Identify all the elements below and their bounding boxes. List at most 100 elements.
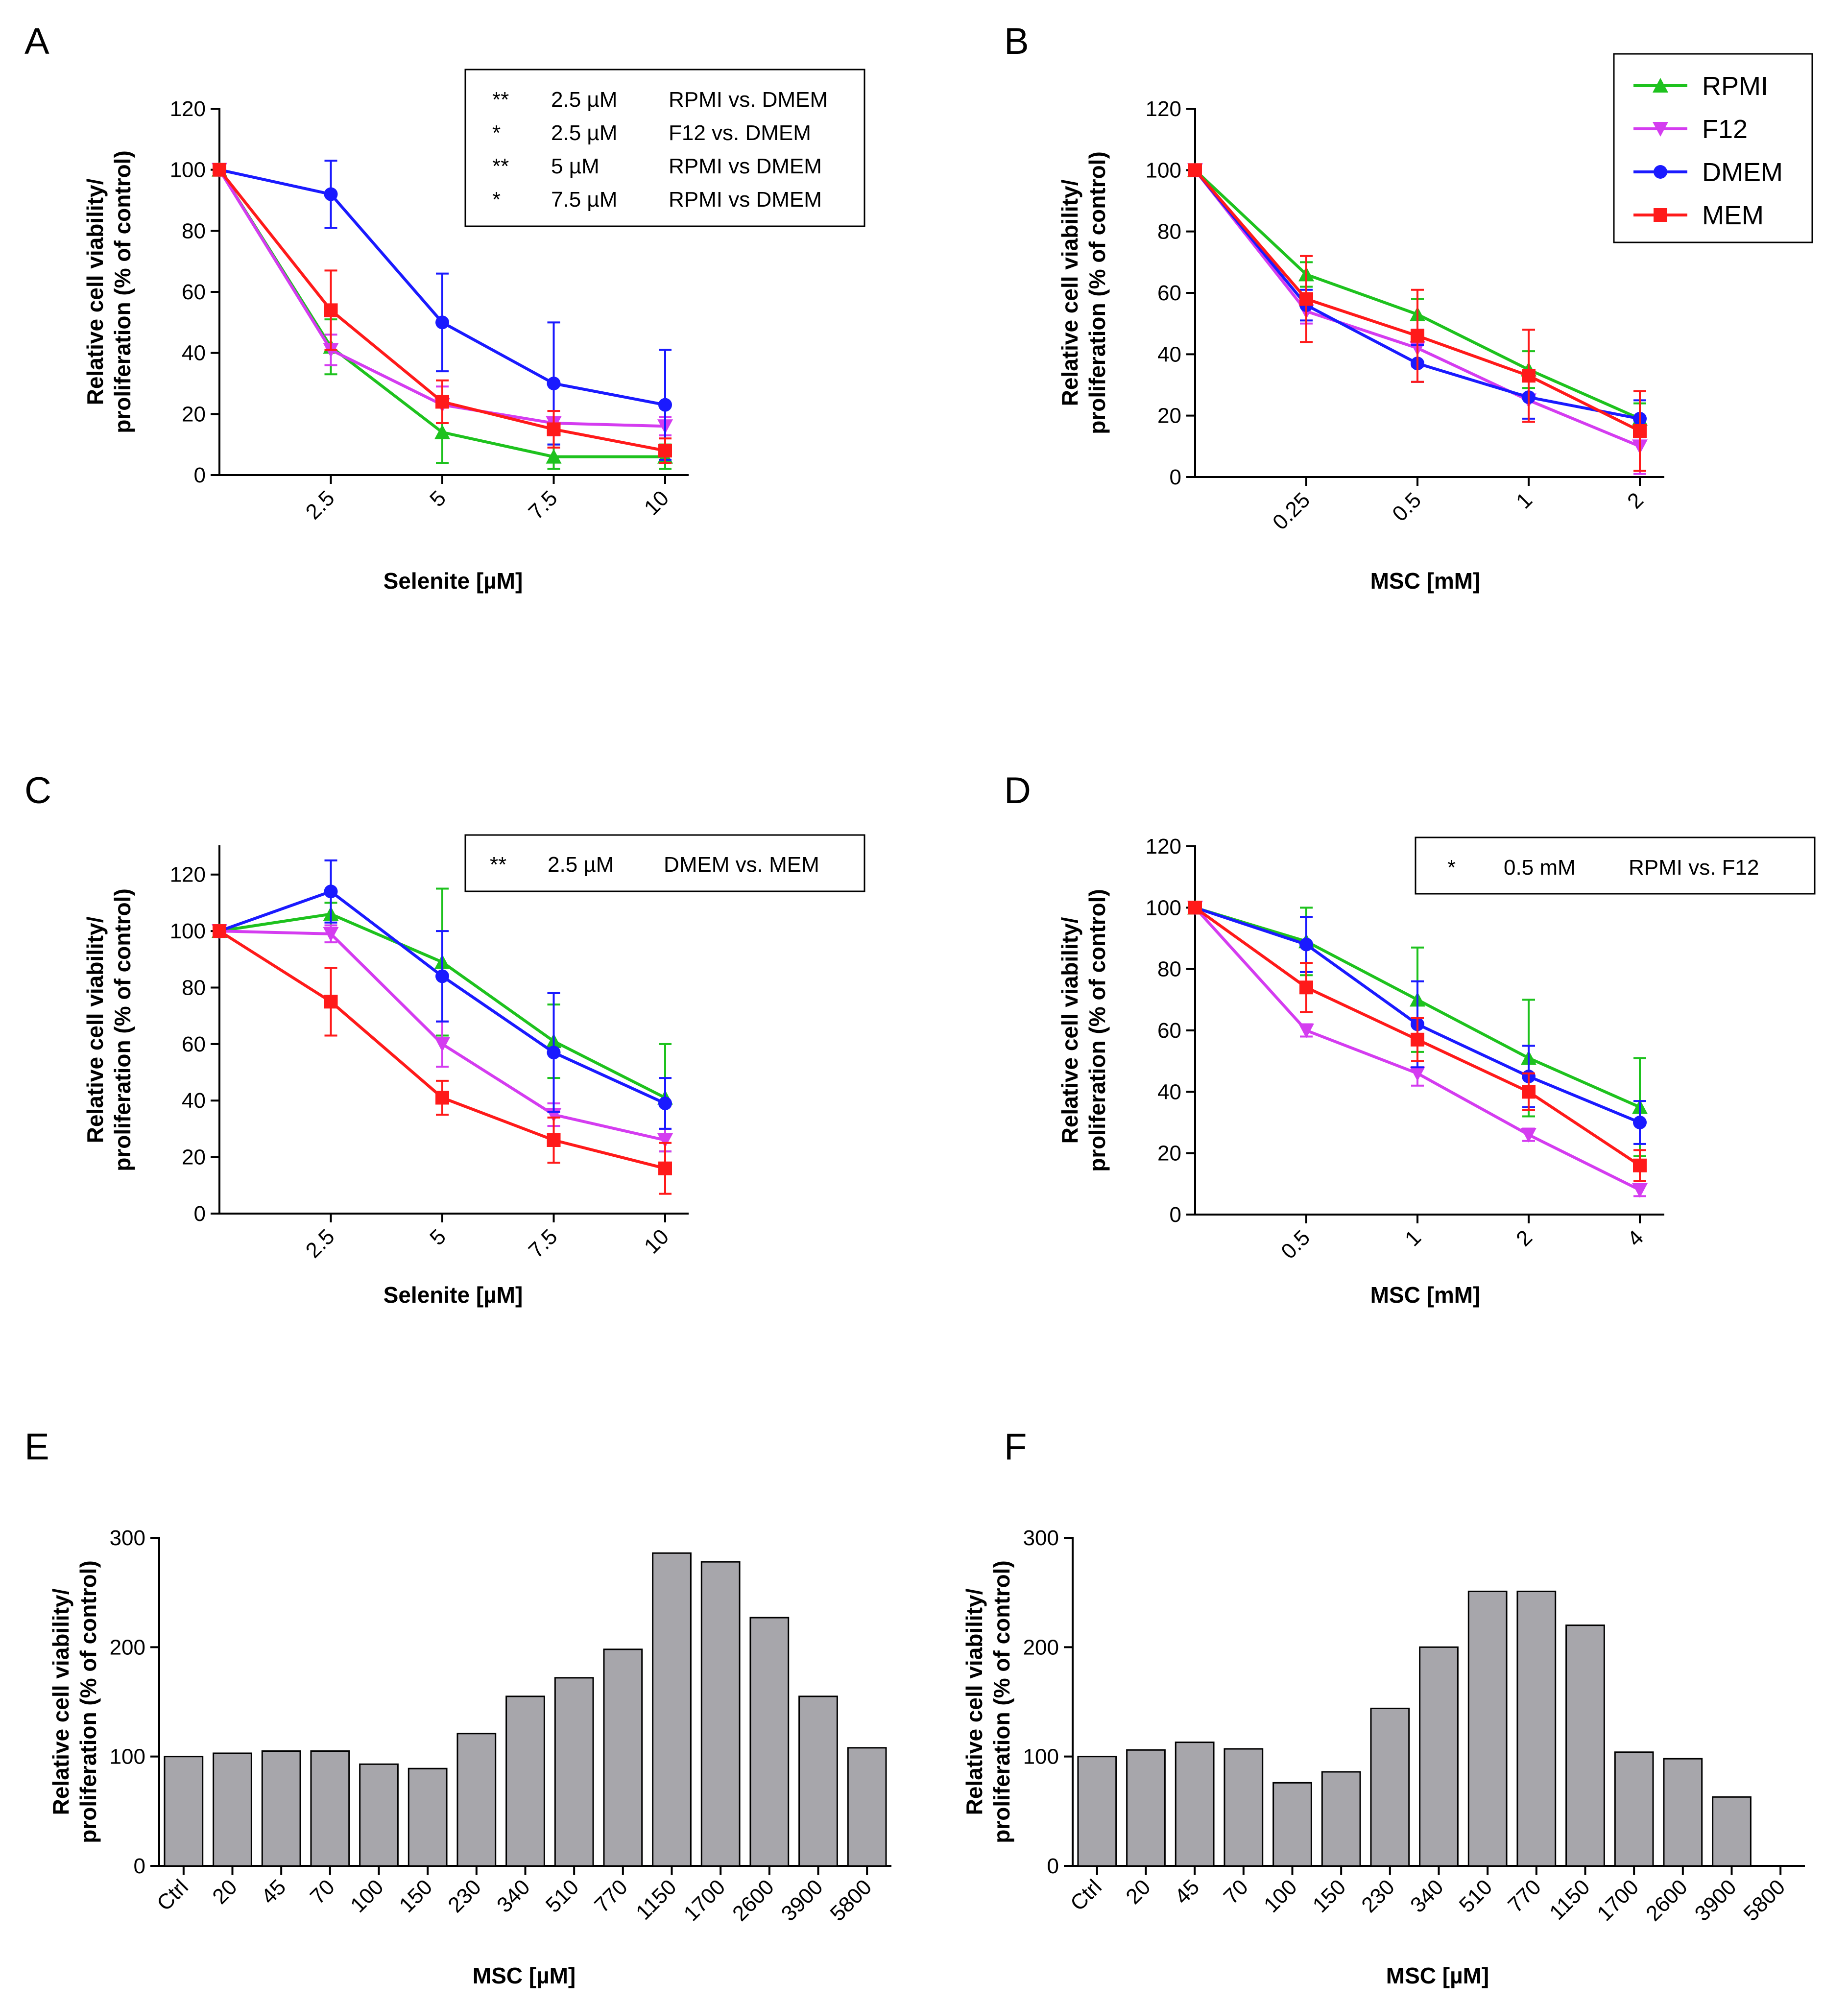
- bar: [261, 1750, 301, 1867]
- y-tick-label: 60: [1157, 1019, 1181, 1043]
- stat-a-4-sig: *: [492, 188, 501, 212]
- x-tick-label: 1: [1400, 1225, 1426, 1251]
- bar: [652, 1552, 692, 1867]
- x-tick-label: 0.5: [1276, 1225, 1315, 1264]
- stat-d-1-comp: RPMI vs. F12: [1629, 856, 1759, 880]
- data-point-mem: [1411, 329, 1424, 343]
- data-point-dmem: [1633, 1116, 1647, 1129]
- x-tick-label: 20: [208, 1875, 241, 1909]
- data-point-dmem: [1299, 937, 1313, 952]
- stat-a-4-comp: RPMI vs DMEM: [669, 188, 822, 212]
- bar: [1467, 1590, 1508, 1867]
- bar: [749, 1617, 790, 1867]
- y-axis-label-line1: Relative cell viability/: [1057, 179, 1082, 406]
- stat-c-1-sig: **: [490, 853, 506, 877]
- series-dmem: [213, 859, 672, 1130]
- stat-a-2-comp: F12 vs. DMEM: [669, 121, 811, 145]
- y-axis-label-line1: Relative cell viability/: [961, 1588, 987, 1815]
- x-tick-label: 0.5: [1388, 488, 1426, 526]
- legend-label: F12: [1702, 115, 1748, 144]
- y-tick-label: 20: [1157, 404, 1181, 428]
- legend-label: DMEM: [1702, 158, 1783, 187]
- x-tick-label: 150: [395, 1875, 437, 1917]
- bar: [1224, 1748, 1264, 1867]
- x-tick-label: 2: [1512, 1225, 1537, 1251]
- data-point-f12: [657, 1133, 673, 1148]
- data-point-mem: [324, 303, 338, 317]
- data-point-f12: [1410, 1066, 1425, 1081]
- x-tick-label: 45: [257, 1875, 290, 1909]
- y-tick-label: 0: [134, 1854, 145, 1878]
- stat-d-1-sig: *: [1447, 856, 1456, 880]
- bar: [1272, 1782, 1312, 1867]
- y-axis-label-line2: proliferation (% of control): [1084, 151, 1110, 434]
- data-point-dmem: [324, 884, 338, 899]
- x-tick-label: 2: [1623, 488, 1648, 513]
- bar: [1126, 1749, 1166, 1867]
- data-point-mem: [547, 1133, 561, 1147]
- data-point-f12: [434, 1037, 450, 1052]
- data-point-mem: [1299, 292, 1313, 306]
- data-point-dmem: [435, 315, 449, 330]
- data-point-mem: [1188, 163, 1202, 177]
- bar: [456, 1733, 497, 1867]
- stat-a-1-conc: 2.5 µM: [551, 88, 617, 112]
- stat-a-3-conc: 5 µM: [551, 154, 600, 178]
- y-axis-label-line2: proliferation (% of control): [75, 1560, 101, 1843]
- line-chart-a: 0 20 40 60 80 100 120 Relative cell viability/p…: [82, 97, 689, 594]
- x-tick-label: 1700: [679, 1875, 730, 1926]
- bar: [700, 1561, 741, 1867]
- data-point-mem: [1522, 1085, 1536, 1099]
- data-point-dmem: [658, 1097, 672, 1110]
- data-point-mem: [324, 995, 338, 1009]
- x-tick-label: 0.25: [1268, 488, 1315, 534]
- panel-letter-a: A: [24, 21, 49, 62]
- data-point-f12: [1521, 1128, 1536, 1143]
- data-point-rpmi: [546, 449, 562, 464]
- panel-letter-d: D: [1004, 770, 1031, 812]
- stat-a-2-conc: 2.5 µM: [551, 121, 617, 145]
- y-tick-label: 20: [182, 402, 206, 426]
- bar: [1370, 1707, 1410, 1867]
- y-tick-label: 60: [182, 1032, 206, 1056]
- bar: [603, 1648, 643, 1867]
- y-tick-label: 120: [1146, 97, 1181, 121]
- y-tick-label: 0: [194, 1202, 206, 1226]
- x-tick-label: 230: [443, 1875, 486, 1917]
- x-tick-label: 100: [346, 1875, 388, 1917]
- data-point-rpmi: [434, 424, 450, 439]
- y-tick-label: 20: [1157, 1142, 1181, 1166]
- x-tick-label: Ctrl: [1066, 1875, 1106, 1915]
- data-point-dmem: [658, 398, 672, 412]
- x-axis-title: MSC [µM]: [473, 1963, 576, 1988]
- y-tick-label: 40: [182, 341, 206, 365]
- bar: [213, 1752, 252, 1867]
- x-tick-label: 770: [1503, 1875, 1546, 1917]
- stats-box-c: ** 2.5 µM DMEM vs. MEM: [464, 834, 865, 892]
- x-tick-label: 1150: [631, 1875, 681, 1925]
- data-point-mem: [213, 163, 226, 177]
- x-tick-label: 7.5: [524, 1224, 562, 1263]
- legend-marker: [1653, 122, 1668, 137]
- data-point-mem: [1522, 369, 1536, 383]
- y-tick-label: 200: [110, 1635, 145, 1659]
- y-tick-label: 0: [194, 463, 206, 487]
- stat-c-1-comp: DMEM vs. MEM: [664, 853, 819, 877]
- bar-chart-f: 0 100 200 300 Relative cell viability/prolif…: [961, 1526, 1805, 1988]
- y-tick-label: 300: [110, 1526, 145, 1550]
- bar: [1175, 1742, 1215, 1867]
- bar: [164, 1756, 204, 1867]
- y-tick-label: 20: [182, 1146, 206, 1170]
- data-point-f12: [1632, 1183, 1648, 1198]
- x-tick-label: 1: [1512, 488, 1537, 513]
- panel-letter-c: C: [24, 770, 51, 812]
- x-tick-label: 5800: [1739, 1875, 1790, 1926]
- y-tick-label: 80: [1157, 220, 1181, 244]
- bar-chart-e: 0 100 200 300 Relative cell viability/prolif…: [48, 1526, 891, 1988]
- y-axis-label-line1: Relative cell viability/: [48, 1588, 73, 1815]
- panel-letter-e: E: [24, 1426, 49, 1468]
- panel-letter-f: F: [1004, 1426, 1027, 1468]
- series-mem: [1188, 901, 1647, 1182]
- bar: [359, 1763, 399, 1867]
- bar: [847, 1747, 887, 1867]
